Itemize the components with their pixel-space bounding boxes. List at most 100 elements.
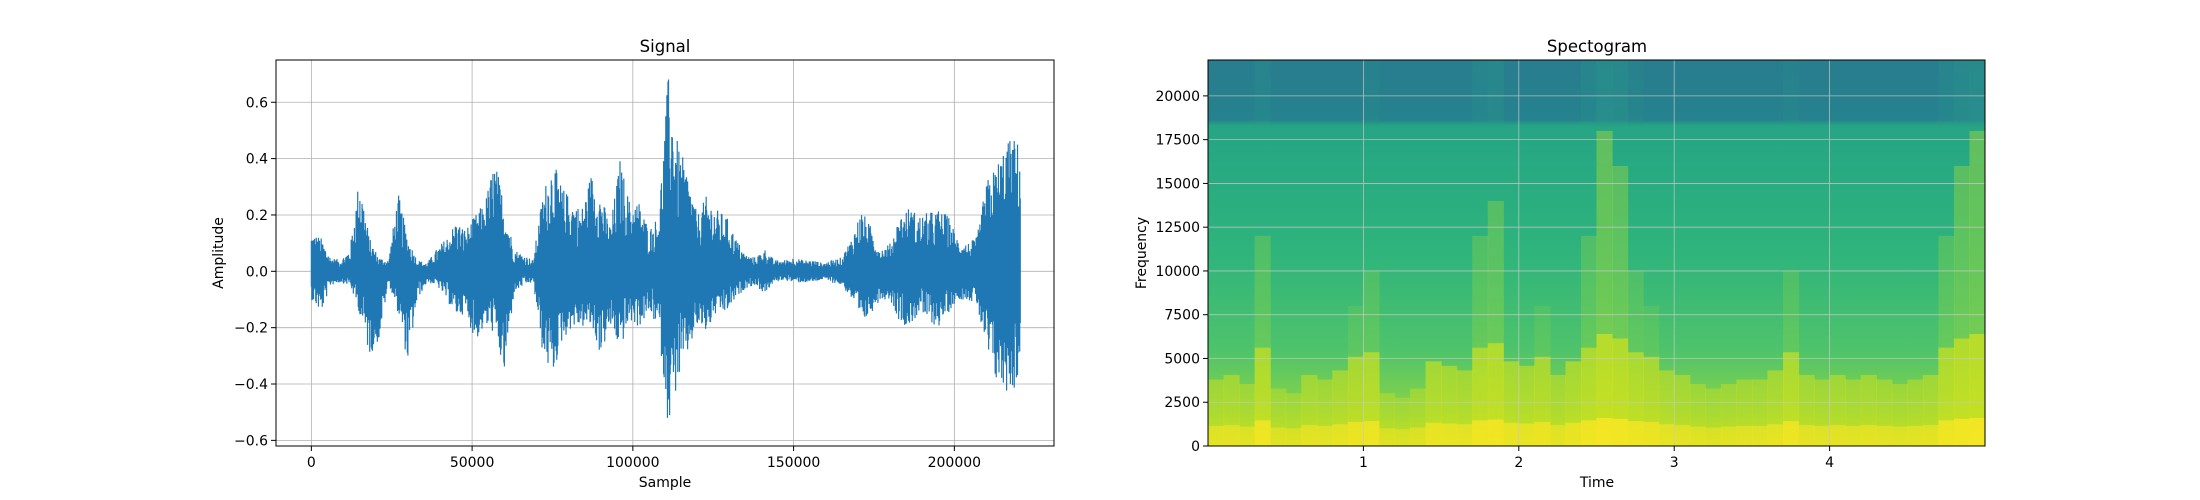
spectrogram-mid-band bbox=[1580, 235, 1598, 348]
spectrogram-base-band bbox=[1378, 428, 1396, 446]
spectrogram-low-band bbox=[1689, 384, 1706, 446]
spectrogram-base-band bbox=[1487, 419, 1504, 446]
spectrogram-mid-band bbox=[1782, 270, 1800, 353]
spectrogram-base-band bbox=[1907, 425, 1924, 446]
spectrogram-x-tick-label: 2 bbox=[1514, 455, 1523, 471]
signal-waveform bbox=[310, 79, 1021, 418]
spectrogram-low-band bbox=[1394, 397, 1411, 446]
spectrogram-mid-band bbox=[1487, 200, 1504, 344]
spectrogram-base-band bbox=[1705, 427, 1722, 446]
spectrogram-base-band bbox=[1782, 421, 1800, 446]
spectrogram-y-ticks: 0 2500 5000 7500 10000 12500 15000 17500 20000 bbox=[1155, 89, 1208, 455]
spectrogram-y-tick-label: 0 bbox=[1191, 439, 1200, 455]
spectrogram-base-band bbox=[1922, 425, 1939, 446]
spectrogram-base-band bbox=[1347, 421, 1364, 446]
spectrogram-mid-band bbox=[1534, 305, 1551, 357]
signal-y-tick-label: −0.2 bbox=[234, 321, 268, 337]
spectrogram-base-band bbox=[1736, 425, 1753, 446]
spectrogram-base-band bbox=[1503, 422, 1520, 446]
signal-y-tick-label: 0.6 bbox=[246, 95, 268, 111]
spectrogram-base-band bbox=[1689, 426, 1706, 446]
spectrogram-base-band bbox=[1456, 424, 1473, 446]
spectrogram-high-band bbox=[1938, 60, 1955, 127]
spectrogram-high-band bbox=[1487, 60, 1504, 127]
spectrogram-low-band bbox=[1378, 393, 1396, 446]
signal-ylabel: Amplitude bbox=[211, 217, 227, 289]
spectrogram-low-band bbox=[1410, 388, 1427, 446]
spectrogram-y-tick-label: 10000 bbox=[1155, 264, 1200, 280]
spectrogram-mid-band bbox=[1472, 235, 1489, 348]
spectrogram-base-band bbox=[1845, 425, 1862, 446]
spectrogram-high-band bbox=[1953, 60, 1971, 127]
spectrogram-low-band bbox=[1891, 384, 1908, 446]
signal-xlabel: Sample bbox=[639, 475, 692, 491]
spectrogram-base-band bbox=[1549, 425, 1567, 446]
spectrogram-mid-band bbox=[1612, 165, 1629, 339]
spectrogram-mid-band bbox=[1347, 305, 1364, 357]
spectrogram-mid-band bbox=[1596, 130, 1613, 334]
spectrogram-base-band bbox=[1969, 417, 1985, 446]
spectrogram-base-band bbox=[1876, 425, 1893, 446]
spectrogram-y-tick-label: 20000 bbox=[1155, 89, 1200, 105]
spectrogram-ylabel: Frequency bbox=[1134, 217, 1150, 289]
spectrogram-base-band bbox=[1425, 422, 1442, 446]
signal-y-tick-label: 0.0 bbox=[246, 264, 268, 280]
spectrogram-base-band bbox=[1829, 425, 1846, 446]
spectrogram-y-tick-label: 7500 bbox=[1164, 308, 1200, 324]
spectrogram-base-band bbox=[1612, 418, 1629, 446]
signal-x-ticks: 0 50000 100000 150000 200000 bbox=[307, 446, 981, 471]
spectrogram-high-band bbox=[1472, 60, 1489, 127]
spectrogram-base-band bbox=[1223, 425, 1240, 446]
spectrogram-base-band bbox=[1472, 420, 1489, 446]
spectrogram-x-tick-label: 3 bbox=[1670, 455, 1679, 471]
signal-x-tick-label: 50000 bbox=[450, 455, 495, 471]
spectrogram-high-band bbox=[1612, 60, 1629, 127]
spectrogram-base-band bbox=[1363, 421, 1380, 446]
spectrogram-y-tick-label: 17500 bbox=[1155, 133, 1200, 149]
spectrogram-plot: Spectogram 1 2 3 4 0 2500 5000 7500 10000 12500 1… bbox=[1134, 37, 1986, 491]
signal-y-tick-label: 0.4 bbox=[246, 152, 268, 168]
spectrogram-low-band bbox=[1270, 388, 1287, 446]
spectrogram-high-band bbox=[1969, 60, 1985, 127]
spectrogram-base-band bbox=[1316, 425, 1333, 446]
signal-x-tick-label: 200000 bbox=[928, 455, 981, 471]
spectrogram-base-band bbox=[1441, 423, 1458, 446]
signal-x-tick-label: 0 bbox=[307, 455, 316, 471]
spectrogram-base-band bbox=[1658, 424, 1675, 446]
spectrogram-low-band bbox=[1285, 393, 1302, 446]
spectrogram-high-band bbox=[1627, 60, 1644, 127]
spectrogram-high-band bbox=[1363, 60, 1380, 127]
spectrogram-base-band bbox=[1674, 425, 1691, 446]
spectrogram-mid-band bbox=[1643, 305, 1660, 357]
spectrogram-y-tick-label: 2500 bbox=[1164, 395, 1200, 411]
spectrogram-y-tick-label: 5000 bbox=[1164, 351, 1200, 367]
spectrogram-low-band bbox=[1239, 384, 1256, 446]
spectrogram-base-band bbox=[1208, 425, 1225, 446]
spectrogram-base-band bbox=[1627, 421, 1644, 446]
signal-axes-frame bbox=[275, 59, 1055, 447]
spectrogram-base-band bbox=[1720, 426, 1737, 446]
spectrogram-mid-band bbox=[1969, 130, 1985, 334]
spectrogram-base-band bbox=[1596, 417, 1613, 446]
spectrogram-base-band bbox=[1953, 418, 1971, 446]
spectrogram-base-band bbox=[1643, 421, 1660, 446]
spectrogram-image bbox=[1208, 60, 1985, 446]
spectrogram-x-tick-label: 4 bbox=[1825, 455, 1834, 471]
signal-y-tick-label: −0.4 bbox=[234, 377, 268, 393]
spectrogram-high-band bbox=[1254, 60, 1271, 127]
spectrogram-axes-frame bbox=[1207, 59, 1986, 447]
spectrogram-base-band bbox=[1580, 420, 1598, 446]
spectrogram-base-band bbox=[1860, 425, 1877, 446]
spectrogram-mid-band bbox=[1627, 270, 1644, 353]
spectrogram-base-band bbox=[1938, 420, 1955, 446]
spectrogram-mid-band bbox=[1254, 235, 1271, 348]
spectrogram-mid-band bbox=[1953, 165, 1971, 339]
spectrogram-x-tick-label: 1 bbox=[1359, 455, 1368, 471]
spectrogram-base-band bbox=[1410, 427, 1427, 446]
signal-plot: Signal 0 50000 100000 150000 200000 −0.6 −0.4… bbox=[211, 37, 1055, 491]
spectrogram-y-tick-label: 15000 bbox=[1155, 176, 1200, 192]
spectrogram-low-band bbox=[1720, 384, 1737, 446]
spectrogram-base-band bbox=[1285, 428, 1302, 446]
spectrogram-base-band bbox=[1534, 421, 1551, 446]
spectrogram-xlabel: Time bbox=[1579, 475, 1614, 491]
